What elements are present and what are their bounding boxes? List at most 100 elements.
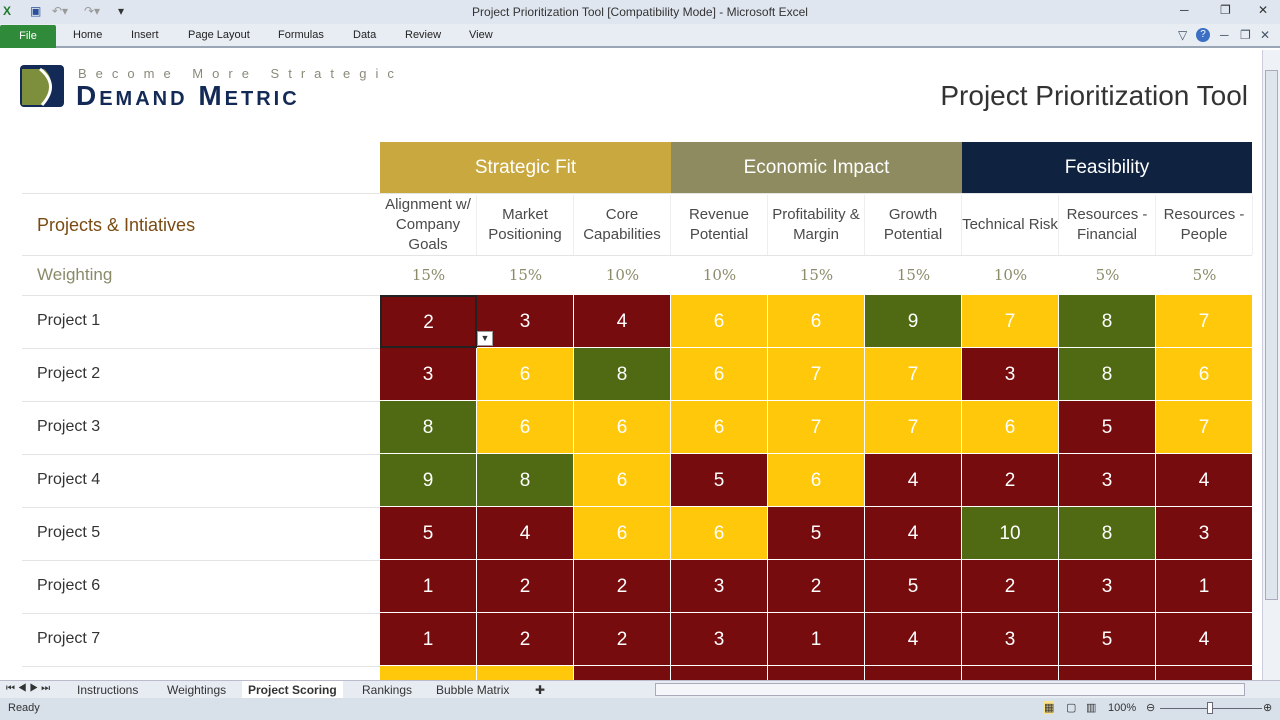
zoom-slider-thumb[interactable] — [1207, 702, 1213, 714]
score-cell[interactable]: 3 — [671, 560, 768, 613]
score-cell[interactable]: 6 — [768, 454, 865, 507]
score-cell[interactable]: 6 — [671, 348, 768, 401]
score-cell[interactable]: 3 — [380, 348, 477, 401]
score-cell[interactable]: 7 — [865, 348, 962, 401]
score-cell-partial[interactable] — [1059, 666, 1156, 680]
score-cell[interactable]: 6 — [477, 348, 574, 401]
save-icon[interactable]: ▣ — [30, 4, 42, 18]
score-cell[interactable]: 5 — [1059, 613, 1156, 666]
score-cell[interactable]: 3 — [1059, 454, 1156, 507]
score-cell[interactable]: 7 — [1156, 295, 1253, 348]
tab-data[interactable]: Data — [353, 29, 377, 41]
score-cell-partial[interactable] — [1156, 666, 1253, 680]
score-cell[interactable]: 5 — [1059, 401, 1156, 454]
score-cell[interactable]: 6 — [768, 295, 865, 348]
score-cell-partial[interactable] — [962, 666, 1059, 680]
page-break-view-icon[interactable]: ▥ — [1086, 702, 1097, 714]
tab-nav-icons[interactable]: ⏮ ◀ ▶ ⏭ — [6, 683, 51, 694]
sheet-tab-instructions[interactable]: Instructions — [77, 683, 139, 697]
score-cell[interactable]: 1 — [1156, 560, 1253, 613]
horizontal-scrollbar[interactable] — [655, 683, 1245, 696]
score-cell[interactable]: 6 — [1156, 348, 1253, 401]
tab-home[interactable]: Home — [73, 29, 103, 41]
scroll-thumb[interactable] — [1265, 70, 1278, 600]
score-cell[interactable]: 8 — [477, 454, 574, 507]
dropdown-arrow-icon[interactable]: ▼ — [477, 331, 493, 346]
tab-file[interactable]: File — [0, 25, 56, 48]
score-cell[interactable]: 1 — [380, 560, 477, 613]
score-cell[interactable]: 3 — [1059, 560, 1156, 613]
score-cell[interactable]: 7 — [865, 401, 962, 454]
score-cell[interactable]: 4 — [865, 507, 962, 560]
vertical-scrollbar[interactable] — [1262, 50, 1280, 680]
score-cell[interactable]: 5 — [380, 507, 477, 560]
score-cell[interactable]: 3 — [1156, 507, 1253, 560]
score-cell[interactable]: 2 — [574, 613, 671, 666]
score-cell-partial[interactable] — [380, 666, 477, 680]
score-cell[interactable]: 3 — [962, 613, 1059, 666]
undo-icon[interactable]: ↶▾ — [52, 4, 69, 18]
tab-insert[interactable]: Insert — [131, 29, 159, 41]
sheet-tab-bubble-matrix[interactable]: Bubble Matrix — [436, 683, 510, 697]
score-cell[interactable]: 3 — [671, 613, 768, 666]
score-cell[interactable]: 7 — [962, 295, 1059, 348]
worksheet[interactable]: Become More Strategic Demand Metric Proj… — [0, 50, 1262, 680]
score-cell[interactable]: 2 — [768, 560, 865, 613]
score-cell[interactable]: 8 — [1059, 348, 1156, 401]
close-icon[interactable]: ✕ — [1258, 3, 1269, 17]
score-cell[interactable]: 10 — [962, 507, 1059, 560]
score-cell[interactable]: 6 — [671, 507, 768, 560]
score-cell[interactable]: 5 — [768, 507, 865, 560]
score-cell[interactable]: 2 — [962, 454, 1059, 507]
score-cell[interactable]: 6 — [574, 507, 671, 560]
score-cell[interactable]: 2 — [477, 613, 574, 666]
score-cell-partial[interactable] — [671, 666, 768, 680]
score-cell[interactable]: 2 — [477, 560, 574, 613]
score-cell[interactable]: 3 — [962, 348, 1059, 401]
sheet-tab-weightings[interactable]: Weightings — [167, 683, 227, 697]
score-cell[interactable]: 7 — [768, 401, 865, 454]
minimize-ribbon-icon[interactable]: ▽ — [1178, 28, 1188, 42]
score-cell[interactable]: 2 — [962, 560, 1059, 613]
score-cell[interactable]: 5 — [865, 560, 962, 613]
zoom-level[interactable]: 100% — [1108, 702, 1137, 714]
score-cell[interactable]: 7 — [1156, 401, 1253, 454]
score-cell[interactable]: 6 — [477, 401, 574, 454]
zoom-in-icon[interactable]: ⊕ — [1263, 702, 1273, 714]
score-cell[interactable]: 2 — [380, 295, 477, 348]
page-layout-view-icon[interactable]: ▢ — [1066, 702, 1077, 714]
score-cell[interactable]: 1 — [380, 613, 477, 666]
score-cell[interactable]: 4 — [865, 454, 962, 507]
insert-sheet-icon[interactable]: ✚ — [535, 683, 546, 697]
score-cell[interactable]: 9 — [865, 295, 962, 348]
normal-view-icon[interactable]: ▦ — [1044, 701, 1055, 714]
wb-close-icon[interactable]: ✕ — [1260, 28, 1271, 42]
tab-view[interactable]: View — [469, 29, 493, 41]
tab-review[interactable]: Review — [405, 29, 442, 41]
score-cell[interactable]: 6 — [671, 295, 768, 348]
score-cell[interactable]: 4 — [1156, 613, 1253, 666]
score-cell[interactable]: 9 — [380, 454, 477, 507]
score-cell[interactable]: 8 — [380, 401, 477, 454]
minimize-icon[interactable]: ─ — [1180, 3, 1189, 17]
score-cell[interactable]: 4 — [574, 295, 671, 348]
score-cell[interactable]: 1 — [768, 613, 865, 666]
tab-formulas[interactable]: Formulas — [278, 29, 324, 41]
score-cell[interactable]: 6 — [574, 401, 671, 454]
zoom-out-icon[interactable]: ⊖ — [1146, 702, 1156, 714]
score-cell[interactable]: 6 — [671, 401, 768, 454]
score-cell[interactable]: 8 — [1059, 295, 1156, 348]
tab-page-layout[interactable]: Page Layout — [188, 29, 250, 41]
score-cell-partial[interactable] — [865, 666, 962, 680]
score-cell[interactable]: 6 — [962, 401, 1059, 454]
score-cell[interactable]: 8 — [574, 348, 671, 401]
score-cell-partial[interactable] — [768, 666, 865, 680]
score-cell[interactable]: 8 — [1059, 507, 1156, 560]
score-cell-partial[interactable] — [574, 666, 671, 680]
score-cell[interactable]: 2 — [574, 560, 671, 613]
wb-restore-icon[interactable]: ❐ — [1240, 28, 1251, 42]
restore-icon[interactable]: ❐ — [1220, 3, 1231, 17]
score-cell[interactable]: 5 — [671, 454, 768, 507]
help-icon[interactable]: ? — [1196, 28, 1210, 42]
score-cell-partial[interactable] — [477, 666, 574, 680]
